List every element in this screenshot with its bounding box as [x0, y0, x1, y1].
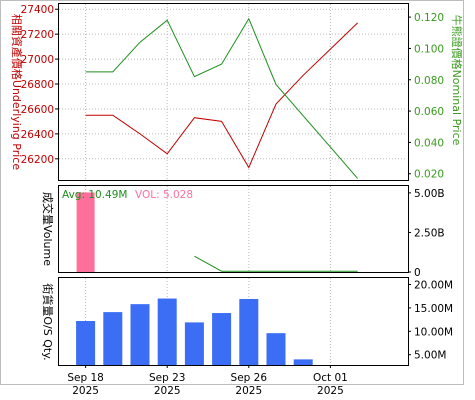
right-axis-title: 牛熊證價格Nominal Price — [450, 15, 464, 146]
left-tick-label: 27200 — [21, 29, 54, 41]
qty-bar — [239, 299, 259, 365]
x-tick-label-year: 2025 — [72, 385, 99, 397]
qty-bar — [266, 333, 286, 365]
qty-tick-label: 20.00M — [414, 279, 453, 291]
volume-tick-label: 0 — [414, 267, 421, 279]
qty-tick-label: 15.00M — [414, 303, 453, 315]
x-tick-label-date: Sep 26 — [231, 372, 268, 384]
axis-layer: 26200 26400 26600 26800 27000 27200 27400 0.020… — [21, 4, 454, 397]
right-tick-label: 0.120 — [414, 12, 444, 24]
volume-tick-label: 5.00B — [414, 188, 445, 200]
left-tick-label: 27400 — [21, 4, 54, 16]
volume-avg-line — [194, 255, 358, 272]
left-tick-label: 26600 — [21, 104, 54, 116]
marks-layer — [76, 17, 358, 365]
qty-tick-label: 10.00M — [414, 326, 453, 338]
volume-vol-label: VOL: 5.028 — [135, 189, 193, 201]
right-tick-label: 0.080 — [414, 75, 444, 87]
x-tick-label-date: Sep 18 — [67, 372, 104, 384]
underlying-price-line — [85, 22, 358, 169]
qty-bar — [76, 321, 96, 365]
right-tick-label: 0.100 — [414, 43, 444, 55]
left-tick-label: 26800 — [21, 79, 54, 91]
qty-axis-title: 街貨量O/S Qty. — [41, 283, 55, 360]
nominal-price-line — [85, 17, 358, 179]
x-tick-label-year: 2025 — [154, 385, 181, 397]
volume-panel-frame — [58, 185, 409, 273]
x-tick-label-date: Oct 01 — [313, 372, 348, 384]
volume-bar — [76, 192, 95, 272]
qty-tick-label: 5.00M — [414, 350, 446, 362]
left-tick-label: 26200 — [21, 154, 54, 166]
qty-bar — [293, 359, 313, 365]
price-panel-frame — [58, 3, 409, 181]
volume-tick-label: 2.50B — [414, 227, 445, 239]
left-axis-title: 相關資產價格Underlying Price — [10, 14, 24, 170]
qty-bar — [130, 304, 150, 365]
volume-axis-title: 成交量Volume — [41, 192, 55, 266]
qty-bar — [212, 313, 232, 365]
right-tick-label: 0.020 — [414, 169, 444, 181]
chart-border — [0, 0, 464, 385]
x-tick-label-year: 2025 — [235, 385, 262, 397]
x-tick-label-year: 2025 — [317, 385, 344, 397]
volume-avg-label: Avg: 10.49M — [62, 189, 127, 201]
left-tick-label: 26400 — [21, 129, 54, 141]
right-tick-label: 0.060 — [414, 106, 444, 118]
x-tick-label-date: Sep 23 — [149, 372, 186, 384]
qty-bar — [103, 312, 123, 365]
right-tick-label: 0.040 — [414, 137, 444, 149]
left-tick-label: 27000 — [21, 54, 54, 66]
qty-bar — [184, 322, 204, 365]
qty-bar — [157, 298, 177, 365]
